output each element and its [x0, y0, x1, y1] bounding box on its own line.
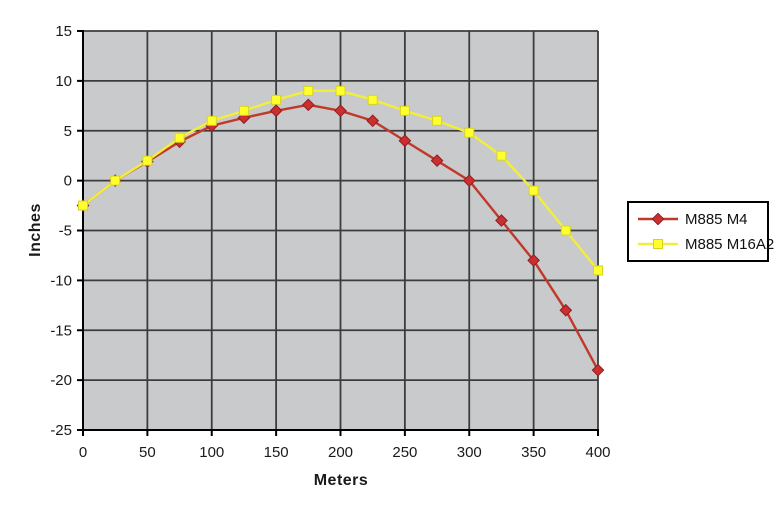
series-m885-m16a2 [78, 85, 603, 276]
red-diamond-line-icon [638, 212, 678, 226]
svg-text:200: 200 [328, 444, 353, 461]
legend-label-m885-m16a2: M885 M16A2 [685, 235, 775, 253]
y-axis-title: Inches [27, 203, 44, 257]
svg-text:-10: -10 [50, 272, 72, 289]
svg-text:300: 300 [457, 444, 482, 461]
legend-label-m885-m4: M885 M4 [685, 210, 748, 228]
axes [77, 30, 599, 436]
svg-text:0: 0 [79, 444, 87, 461]
svg-text:250: 250 [392, 444, 417, 461]
svg-text:-20: -20 [50, 372, 72, 389]
svg-text:5: 5 [64, 123, 72, 140]
legend-item-m885-m4: M885 M4 [637, 210, 761, 228]
svg-text:-5: -5 [59, 223, 72, 240]
y-tick-labels: 15 10 5 0 -5 -10 -15 -20 -25 [50, 23, 72, 439]
svg-text:0: 0 [64, 173, 72, 190]
svg-text:-15: -15 [50, 322, 72, 339]
legend: M885 M4 M885 M16A2 [627, 201, 774, 262]
legend-item-m885-m16a2: M885 M16A2 [637, 235, 774, 253]
svg-text:350: 350 [521, 444, 546, 461]
yellow-square-line-icon [638, 239, 678, 249]
svg-text:-25: -25 [50, 422, 72, 439]
x-tick-labels: 0 50 100 150 200 250 300 350 400 [79, 444, 611, 461]
x-axis-title: Meters [313, 472, 369, 489]
svg-text:400: 400 [585, 444, 610, 461]
svg-text:100: 100 [199, 444, 224, 461]
svg-text:10: 10 [55, 73, 72, 90]
svg-text:150: 150 [264, 444, 289, 461]
svg-text:50: 50 [139, 444, 156, 461]
svg-text:15: 15 [55, 23, 72, 40]
